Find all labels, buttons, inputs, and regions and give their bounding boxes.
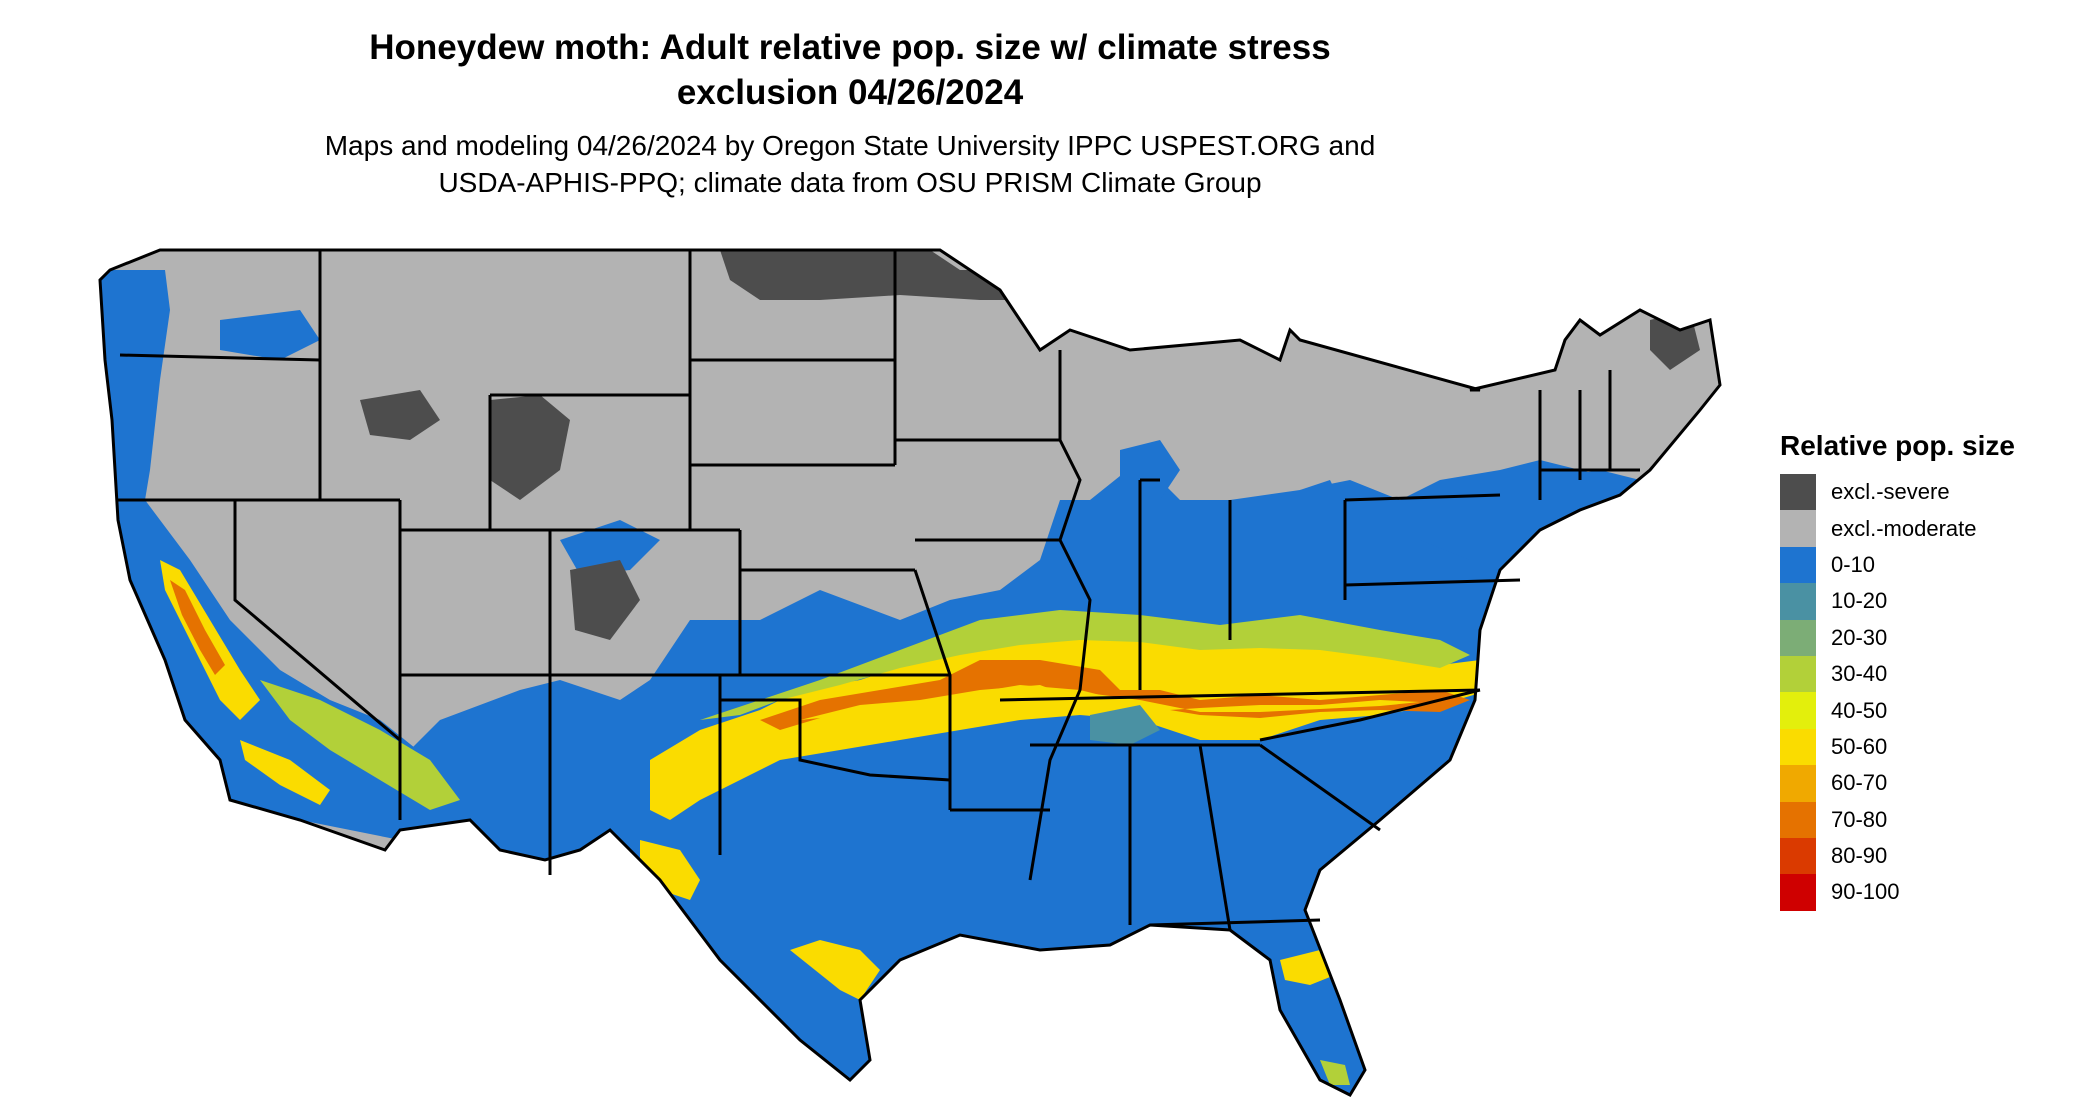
region-warm-belt-30-40: [700, 610, 1470, 720]
region-pacific-coast: [100, 270, 480, 840]
legend-item: 90-100: [1780, 874, 2015, 911]
region-warm-belt-40-60: [650, 620, 1490, 820]
legend-item: 30-40: [1780, 655, 2015, 693]
boundary-florida-north: [1149, 918, 1321, 927]
region-warm-belt-inner-yellow: [800, 685, 1420, 720]
boundary-kentucky-tennessee: [999, 688, 1481, 702]
legend-swatch: [1780, 837, 1816, 875]
region-florida-tip-warm: [1320, 1060, 1350, 1085]
legend-swatch: [1780, 510, 1816, 547]
region-tennessee-10-20: [1090, 705, 1160, 745]
legend-swatch: [1780, 474, 1816, 511]
region-excl-severe-minnesota: [720, 250, 1080, 300]
state-boundaries: [98, 248, 1722, 1097]
region-southwest-desert-warm: [260, 680, 460, 810]
region-washington-oregon-blue: [220, 310, 320, 360]
legend: Relative pop. size excl.-severe excl.-mod…: [1780, 430, 2015, 911]
boundary-georgia-south-carolina: [1259, 743, 1381, 832]
map-title-line-1: Honeydew moth: Adult relative pop. size …: [369, 28, 1331, 67]
legend-swatch: [1780, 692, 1816, 729]
legend-swatch: [1780, 583, 1816, 620]
boundary-pennsylvania-south: [1344, 578, 1521, 587]
legend-item: 0-10: [1780, 546, 2015, 584]
boundary-north-carolina-virginia: [1259, 688, 1481, 742]
map-title-line-2: exclusion 04/26/2024: [676, 73, 1024, 112]
map-subtitle-line-1: Maps and modeling 04/26/2024 by Oregon S…: [324, 130, 1376, 161]
legend-item: 40-50: [1780, 692, 2015, 729]
legend-swatch: [1780, 728, 1816, 766]
boundary-pennsylvania-north: [1344, 493, 1501, 502]
boundary-oklahoma-texas: [720, 698, 951, 782]
legend-item: excl.-moderate: [1780, 510, 2015, 547]
region-excl-severe-wyoming: [490, 395, 570, 500]
region-california-valley-hot: [170, 580, 225, 675]
legend-label: 60-70: [1831, 770, 1888, 796]
us-outline: [98, 248, 1722, 1097]
region-florida-warm: [1280, 950, 1335, 985]
legend-item: 20-30: [1780, 619, 2015, 656]
legend-item: 70-80: [1780, 801, 2015, 838]
legend-item: 50-60: [1780, 728, 2015, 766]
boundary-mississippi-river: [1028, 350, 1092, 881]
boundary-missouri-west: [913, 569, 952, 810]
legend-label: 30-40: [1831, 661, 1888, 687]
boundary-alabama-georgia: [1198, 744, 1232, 931]
boundary-california-nevada-diagonal: [233, 500, 401, 742]
legend-swatch: [1780, 619, 1816, 656]
legend-swatch: [1780, 765, 1816, 802]
region-excl-severe-idaho: [360, 390, 440, 440]
legend-label: 50-60: [1831, 733, 1888, 759]
region-excl-severe-colorado: [570, 560, 640, 640]
region-idaho-blue: [560, 520, 660, 575]
legend-label: 20-30: [1831, 624, 1888, 650]
legend-item: 80-90: [1780, 837, 2015, 875]
legend-label: 10-20: [1831, 588, 1888, 614]
legend-item: 10-20: [1780, 583, 2015, 620]
legend-items: excl.-severe excl.-moderate 0-10 10-20 20-30…: [1780, 474, 2015, 911]
boundary-north-latitude-line: [119, 353, 321, 362]
region-warm-belt-70-80: [760, 660, 1470, 730]
legend-label: excl.-severe: [1831, 479, 1950, 505]
legend-swatch: [1780, 546, 1816, 584]
legend-label: 90-100: [1831, 879, 1900, 905]
legend-swatch: [1780, 801, 1816, 838]
legend-item: 60-70: [1780, 765, 2015, 802]
region-lake-michigan-shore: [1120, 440, 1180, 500]
legend-label: 80-90: [1831, 843, 1888, 869]
region-southern-california-coast: [240, 740, 330, 805]
legend-label: excl.-moderate: [1831, 515, 1977, 541]
legend-label: 40-50: [1831, 697, 1888, 723]
legend-label: 0-10: [1831, 551, 1876, 577]
legend-swatch: [1780, 655, 1816, 693]
map-subtitle-line-2: USDA-APHIS-PPQ; climate data from OSU PR…: [438, 167, 1262, 198]
legend-swatch: [1780, 874, 1816, 911]
legend-title: Relative pop. size: [1780, 430, 2015, 461]
legend-label: 70-80: [1831, 806, 1888, 832]
region-texas-gulf-warm: [790, 940, 880, 1000]
legend-item: excl.-severe: [1780, 474, 2015, 511]
